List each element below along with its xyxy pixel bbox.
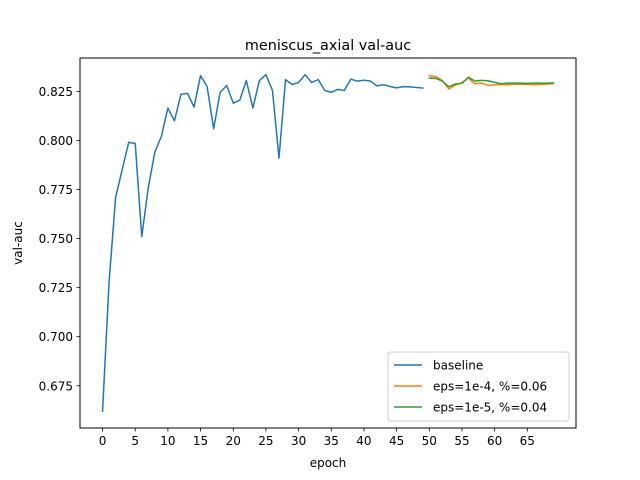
- x-tick-label: 35: [324, 434, 339, 448]
- plot-frame: [79, 57, 577, 429]
- legend-label-0: baseline: [433, 359, 483, 373]
- y-axis-title: val-auc: [11, 221, 25, 265]
- x-tick-label: 30: [291, 434, 306, 448]
- series-line-1: [428, 74, 555, 90]
- chart-title: meniscus_axial val-auc: [245, 38, 411, 54]
- x-tick-label: 45: [389, 434, 404, 448]
- x-tick-label: 65: [520, 434, 535, 448]
- x-tick-label: 50: [422, 434, 437, 448]
- x-tick-label: 40: [356, 434, 371, 448]
- series-line-2: [428, 76, 555, 88]
- y-tick-label: 0.800: [39, 134, 73, 148]
- x-tick-label: 25: [258, 434, 273, 448]
- x-tick-label: 10: [160, 434, 175, 448]
- x-axis-ticks: 0 5 10 15 20 25 30 35 40 45 50 55 60 65: [99, 428, 535, 448]
- y-tick-label: 0.675: [39, 379, 73, 393]
- legend: baseline eps=1e-4, %=0.06 eps=1e-5, %=0.04: [387, 351, 570, 422]
- y-tick-label: 0.825: [39, 85, 73, 99]
- legend-box: [387, 351, 570, 422]
- x-tick-label: 55: [454, 434, 469, 448]
- series-line-0: [101, 73, 424, 413]
- x-tick-label: 15: [193, 434, 208, 448]
- y-axis-ticks: 0.675 0.700 0.725 0.750 0.775 0.800 0.825: [39, 85, 80, 393]
- x-tick-label: 60: [487, 434, 502, 448]
- y-tick-label: 0.750: [39, 232, 73, 246]
- y-tick-label: 0.725: [39, 281, 73, 295]
- x-tick-label: 20: [226, 434, 241, 448]
- y-tick-label: 0.775: [39, 183, 73, 197]
- y-tick-label: 0.700: [39, 330, 73, 344]
- x-tick-label: 0: [99, 434, 107, 448]
- plot-lines: [101, 73, 555, 413]
- x-tick-label: 5: [131, 434, 139, 448]
- x-axis-title: epoch: [310, 456, 347, 470]
- legend-items: baseline eps=1e-4, %=0.06 eps=1e-5, %=0.04: [394, 359, 547, 415]
- legend-label-2: eps=1e-5, %=0.04: [433, 401, 547, 415]
- legend-label-1: eps=1e-4, %=0.06: [433, 380, 547, 394]
